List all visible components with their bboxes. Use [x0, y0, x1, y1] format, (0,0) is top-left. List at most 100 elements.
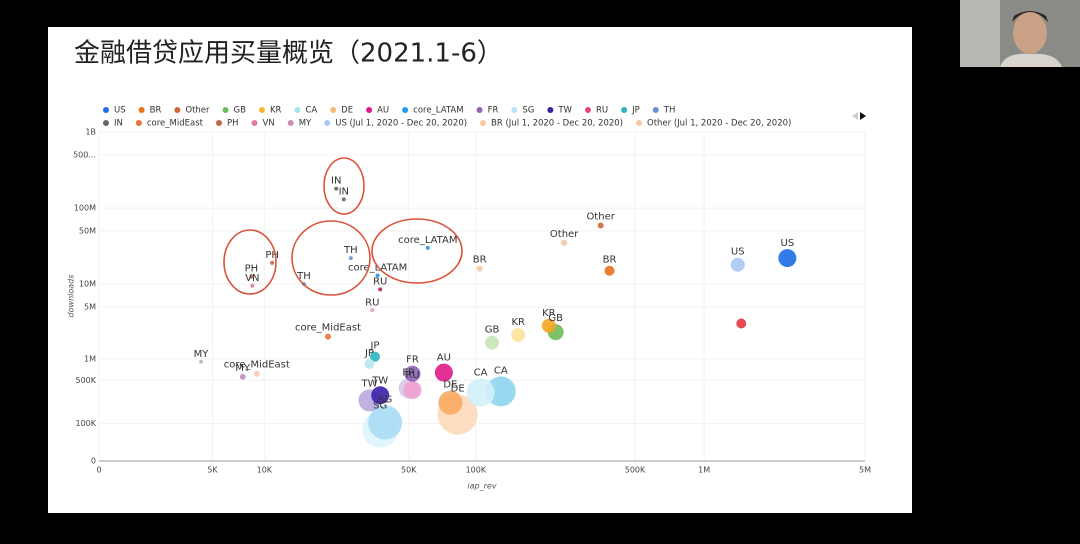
bubble: [476, 265, 483, 272]
legend-label: Other (Jul 1, 2020 - Dec 20, 2020): [647, 119, 791, 129]
legend-pager[interactable]: [852, 112, 866, 120]
legend-marker: [103, 120, 109, 126]
data-label: core_LATAM: [348, 262, 407, 273]
bubble: [561, 239, 568, 246]
bubble: [369, 351, 380, 362]
data-label: PH: [245, 264, 259, 275]
legend-label: AU: [377, 106, 389, 116]
legend-marker: [636, 120, 642, 126]
x-tick-label: 50K: [401, 466, 417, 475]
annotation-ellipses: [223, 157, 463, 296]
legend-label: core_LATAM: [413, 106, 463, 116]
plot: 0 100K 500K 1M 5M 10M 50M 100M 500... 1B 0 5K 10K 50K…: [73, 128, 871, 475]
legend-marker: [476, 107, 483, 113]
legend-marker: [584, 107, 591, 113]
data-label: IN: [339, 186, 349, 197]
x-tick-label: 5M: [859, 466, 871, 475]
bubble: [334, 186, 339, 191]
legend-marker: [251, 120, 258, 126]
data-label: core_MidEast: [224, 360, 290, 371]
x-tick-label: 100K: [466, 466, 487, 475]
bubble: [730, 257, 745, 272]
legend-label: MY: [299, 119, 312, 129]
data-label: RU: [373, 276, 387, 287]
legend-marker: [547, 107, 554, 113]
data-label: RU: [365, 297, 379, 308]
bubble: [199, 359, 204, 364]
bubble: [466, 378, 495, 407]
data-label: Other: [550, 229, 579, 240]
bubble: [438, 390, 463, 415]
data-label: MY: [194, 349, 210, 360]
data-label: TW: [360, 378, 377, 389]
data-label: KR: [511, 317, 525, 328]
legend-marker: [294, 107, 301, 113]
legend-marker: [135, 120, 142, 126]
y-tick-label: 500K: [75, 376, 96, 385]
legend-label: IN: [114, 119, 123, 129]
legend: US BR Other GB KR CA DE AU core_LATAM FR SG TW RU JP T…: [103, 106, 791, 129]
bubble: [604, 265, 615, 276]
bubble: [541, 318, 556, 333]
data-label: MY: [235, 363, 251, 374]
x-tick-label: 10K: [257, 466, 273, 475]
bubble: [425, 245, 430, 250]
y-tick-label: 5M: [84, 302, 96, 311]
legend-marker: [174, 107, 181, 113]
legend-label: RU: [596, 106, 608, 116]
data-label: RU: [405, 370, 419, 381]
bubble: [778, 249, 797, 268]
legend-label: BR (Jul 1, 2020 - Dec 20, 2020): [491, 119, 623, 129]
legend-label: TH: [663, 106, 676, 116]
bubble: [404, 365, 421, 382]
data-label: US: [781, 238, 795, 249]
data-label: PH: [265, 250, 279, 261]
data-label: AU: [437, 353, 451, 364]
bubble: [371, 386, 390, 405]
data-label: TH: [296, 271, 311, 282]
y-tick-label: 500...: [73, 150, 96, 159]
data-label: SG: [378, 394, 392, 405]
legend-label: US (Jul 1, 2020 - Dec 20, 2020): [335, 119, 467, 129]
bubble: [485, 335, 500, 350]
data-label: FR: [406, 355, 419, 366]
y-axis-label: downloads: [67, 275, 76, 318]
data-label: JP: [364, 348, 374, 359]
legend-marker: [287, 120, 294, 126]
legend-label: BR: [150, 106, 162, 116]
bubble: [325, 333, 332, 340]
y-tick-label: 1M: [84, 354, 96, 363]
bubble: [341, 197, 346, 202]
data-label: core_MidEast: [295, 323, 361, 334]
data-label: BR: [603, 255, 617, 266]
webcam: [960, 0, 1080, 67]
data-label: DE: [443, 380, 457, 391]
bubble: [370, 308, 375, 313]
data-label: SG: [373, 401, 387, 412]
legend-label: KR: [270, 106, 282, 116]
y-tick-label: 10M: [79, 280, 96, 289]
legend-label: PH: [227, 119, 239, 129]
data-label: CA: [494, 365, 508, 376]
legend-label: GB: [234, 106, 247, 116]
legend-marker: [330, 107, 337, 113]
data-label: core_LATAM: [398, 235, 457, 246]
data-label: BR: [473, 255, 487, 266]
data-label: GB: [548, 313, 563, 324]
bubble: [403, 381, 422, 400]
legend-marker: [511, 107, 518, 113]
legend-marker: [222, 107, 229, 113]
legend-label: SG: [522, 106, 534, 116]
data-label: KR: [542, 308, 556, 319]
legend-label: TW: [557, 106, 572, 116]
data-label: IN: [331, 176, 341, 187]
bubble: [597, 222, 604, 229]
legend-label: US: [114, 106, 126, 116]
chart-title: 金融借贷应用买量概览（2021.1-6）: [74, 39, 503, 69]
bubble: [239, 373, 246, 380]
bubble: [364, 358, 375, 369]
legend-marker: [402, 107, 409, 113]
legend-label: DE: [341, 106, 353, 116]
legend-label: VN: [263, 119, 275, 129]
data-label: FR: [402, 367, 415, 378]
